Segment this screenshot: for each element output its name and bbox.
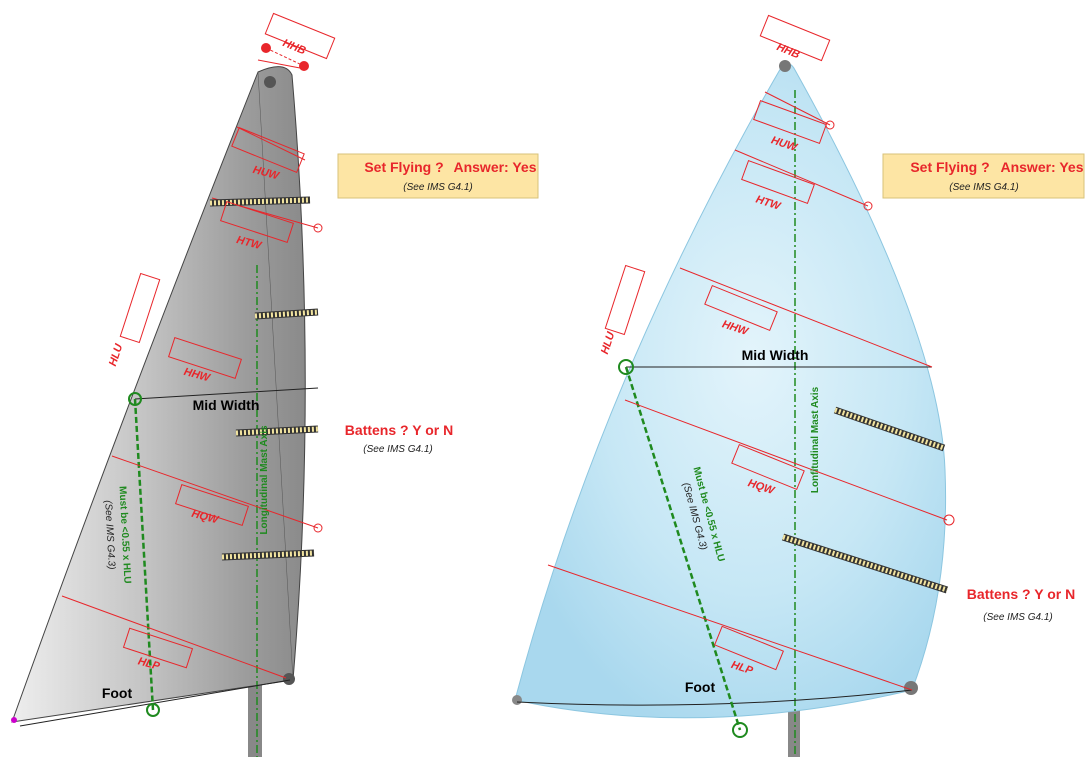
foot-label: Foot: [102, 685, 133, 701]
tack-point: [512, 695, 522, 705]
label-box: [174, 484, 250, 526]
mid-width-check-line: [133, 398, 155, 711]
right-set-flying: Set Flying ? Answer: Yes (See IMS G4.1): [882, 153, 1085, 199]
left-sail: HHB HUW HTW HLU HHW Mid Width HQW HLP Fo…: [11, 12, 336, 757]
hhb-line: [265, 47, 305, 67]
head-point: [779, 60, 791, 72]
mast-axis-label: Lonfitudinal Mast Axis: [810, 386, 821, 493]
foot-label: Foot: [685, 679, 716, 695]
mid-width-line: [134, 387, 319, 400]
hlu-label: HLU: [107, 341, 126, 367]
label-box: [264, 12, 336, 60]
battens-question: Battens ? Y or N: [345, 422, 453, 438]
measure-lines: [547, 91, 948, 691]
note-box: [337, 153, 539, 199]
measure-lines: [61, 59, 319, 679]
set-flying-question: Set Flying ?: [364, 159, 443, 175]
mid-width-check-line: [624, 366, 742, 731]
label-box: [231, 126, 305, 174]
clew-point: [904, 681, 918, 695]
label-box: [122, 627, 194, 669]
foot-check-point: [732, 722, 748, 738]
seam: [257, 71, 294, 681]
mid-luff-point: [618, 359, 634, 375]
hhb-label: HHB: [281, 37, 308, 57]
battens-ref: (See IMS G4.1): [363, 444, 432, 455]
clew-point: [283, 673, 295, 685]
leech-point: [313, 223, 323, 233]
tack-point: [11, 717, 17, 723]
mast: [788, 700, 800, 757]
label-box: [167, 337, 243, 379]
battens-ref: (See IMS G4.1): [983, 612, 1052, 623]
label-box: [741, 159, 815, 205]
mid-width-label: Mid Width: [742, 347, 809, 363]
mid-width-label: Mid Width: [193, 397, 260, 413]
leech-point: [863, 201, 873, 211]
midwidth-note: Must be <0.55 x HLU: [116, 486, 132, 584]
mast-axis-label: Longitudinal Mast Axis: [259, 425, 270, 535]
sail-shape: [514, 63, 947, 719]
head-point: [264, 76, 276, 88]
set-flying-question: Set Flying ?: [910, 159, 989, 175]
midwidth-ref: (See IMS G4.3): [102, 500, 117, 570]
hlp-label: HLP: [137, 655, 162, 672]
set-flying-ref: (See IMS G4.1): [949, 182, 1018, 193]
leech-point: [943, 514, 955, 526]
label-box: [219, 201, 295, 243]
label-box: [119, 272, 161, 344]
right-sail: HHB HUW HTW HLU HHW Mid Width HQW HLP Fo…: [512, 14, 955, 757]
set-flying-answer: Answer: Yes: [1000, 159, 1083, 175]
foot-line: [19, 679, 291, 727]
label-box: [759, 14, 831, 62]
label-box: [753, 99, 827, 145]
label-box: [704, 284, 778, 332]
left-set-flying: Set Flying ? Answer: Yes (See IMS G4.1): [337, 153, 539, 199]
mid-luff-point: [128, 392, 142, 406]
label-box: [604, 264, 646, 336]
foot-check-point: [146, 703, 160, 717]
label-box: [714, 625, 784, 671]
set-flying-answer: Answer: Yes: [453, 159, 536, 175]
hlu-label: HLU: [599, 329, 618, 355]
battens: [782, 407, 948, 593]
foot-line: [516, 689, 913, 706]
set-flying-ref: (See IMS G4.1): [403, 182, 472, 193]
hhb-label: HHB: [775, 41, 802, 61]
note-box: [882, 153, 1085, 199]
battens-question: Battens ? Y or N: [967, 586, 1075, 602]
label-box: [731, 443, 805, 491]
leech-point: [313, 523, 323, 533]
